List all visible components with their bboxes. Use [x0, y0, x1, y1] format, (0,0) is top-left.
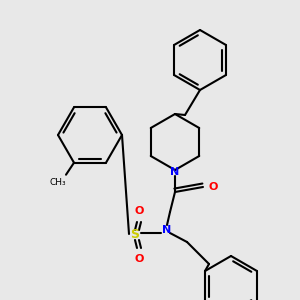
Text: O: O: [134, 254, 144, 264]
Text: O: O: [134, 206, 144, 216]
Text: CH₃: CH₃: [50, 178, 66, 187]
Text: O: O: [208, 182, 218, 192]
Text: N: N: [170, 167, 180, 177]
Text: N: N: [162, 225, 172, 235]
Text: S: S: [130, 229, 140, 242]
